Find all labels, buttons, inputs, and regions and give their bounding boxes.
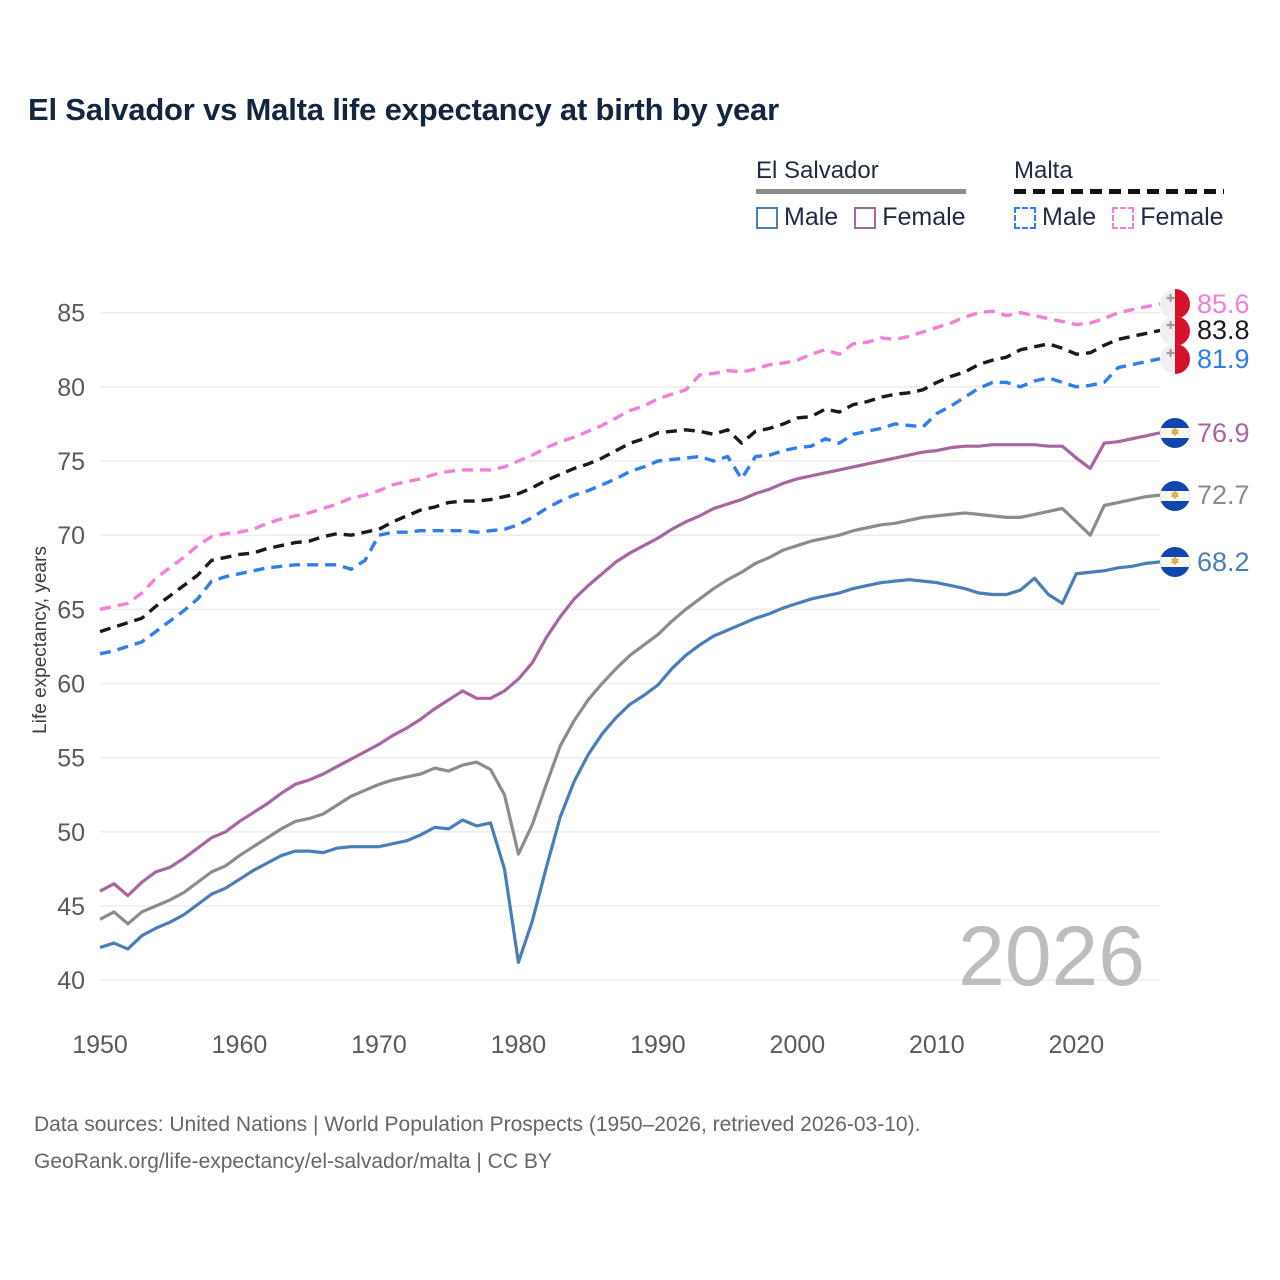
malta-cross-icon: ✚ xyxy=(1166,319,1176,332)
legend-swatch-icon xyxy=(1112,206,1135,229)
malta-cross-icon: ✚ xyxy=(1166,348,1176,361)
series-line-malta-female xyxy=(99,302,1161,611)
y-axis-tick-label: 65 xyxy=(57,596,85,624)
gridlines xyxy=(100,311,1160,981)
legend-group-malta: Malta Male Female xyxy=(1014,158,1224,232)
series-end-value: 85.6 xyxy=(1197,288,1250,319)
footer-line-attribution[interactable]: GeoRank.org/life-expectancy/el-salvador/… xyxy=(34,1150,552,1173)
series-end-value: 83.8 xyxy=(1197,315,1250,346)
y-axis-tick-label: 85 xyxy=(57,300,85,328)
malta-flag-icon: ✚ xyxy=(1160,315,1190,346)
el-salvador-emblem-icon: ✽ xyxy=(1170,556,1180,568)
year-watermark: 2026 xyxy=(958,909,1145,1003)
series-end-value: 81.9 xyxy=(1197,343,1250,374)
legend-group-el-salvador: El Salvador Male Female xyxy=(756,158,966,232)
y-axis-label: Life expectancy, years xyxy=(30,546,51,734)
y-axis-tick-label: 80 xyxy=(57,374,85,402)
y-axis-tick-label: 55 xyxy=(57,745,85,773)
series-line-el-salvador-female xyxy=(99,431,1161,898)
series-end-value: 68.2 xyxy=(1197,546,1250,577)
el-salvador-emblem-icon: ✽ xyxy=(1170,427,1180,439)
series-end-value: 72.7 xyxy=(1197,480,1250,511)
y-axis-tick-label: 50 xyxy=(57,819,85,847)
malta-flag-icon: ✚ xyxy=(1160,344,1190,375)
legend-swatch-icon xyxy=(1014,206,1036,229)
series-end-labels: ✚ 85.6 ✚ 83.8 ✚ 81.9 ✽ 76.9 ✽ 72.7 ✽ 68.2 xyxy=(1160,0,1280,1280)
y-axis-tick-label: 40 xyxy=(57,967,85,995)
series-line-malta-total xyxy=(99,328,1161,634)
el-salvador-emblem-icon: ✽ xyxy=(1170,490,1180,502)
y-axis-tick-label: 75 xyxy=(57,448,85,476)
y-axis-tick-label: 70 xyxy=(57,522,85,550)
el-salvador-flag-icon: ✽ xyxy=(1160,547,1190,578)
legend-item-el-salvador-male[interactable]: Male xyxy=(756,203,838,232)
series-end-label: ✽ 68.2 xyxy=(1160,547,1250,578)
malta-cross-icon: ✚ xyxy=(1166,293,1176,306)
page-title: El Salvador vs Malta life expectancy at … xyxy=(28,92,779,127)
chart-legend: El Salvador Male Female Malta Male xyxy=(756,158,1256,238)
legend-item-label: Male xyxy=(1042,203,1097,231)
x-axis-tick-label: 1960 xyxy=(212,1031,268,1059)
series-end-label: ✚ 85.6 xyxy=(1160,289,1250,320)
el-salvador-flag-icon: ✽ xyxy=(1160,480,1190,511)
x-axis-tick-label: 2000 xyxy=(770,1031,826,1059)
legend-item-el-salvador-female[interactable]: Female xyxy=(854,203,966,232)
legend-group-rule-solid xyxy=(756,189,966,194)
series-line-el-salvador-total xyxy=(99,493,1161,926)
y-axis-ticks: 40 45 50 55 60 65 70 75 80 85 xyxy=(57,300,85,996)
legend-item-label: Male xyxy=(784,203,839,231)
el-salvador-flag-icon: ✽ xyxy=(1160,418,1190,449)
series-end-label: ✽ 72.7 xyxy=(1160,480,1250,511)
legend-item-label: Female xyxy=(1140,203,1224,231)
x-axis-ticks: 1950 1960 1970 1980 1990 2000 2010 2020 xyxy=(72,1031,1104,1059)
series-end-label: ✚ 83.8 xyxy=(1160,315,1250,346)
y-axis-tick-label: 60 xyxy=(57,671,85,699)
malta-flag-icon: ✚ xyxy=(1160,289,1190,320)
series-line-malta-male xyxy=(99,356,1161,656)
legend-group-title: El Salvador xyxy=(756,157,879,184)
series-lines xyxy=(99,302,1161,964)
legend-swatch-icon xyxy=(854,206,877,229)
x-axis-tick-label: 2010 xyxy=(909,1031,965,1059)
footer-line-sources: Data sources: United Nations | World Pop… xyxy=(34,1113,921,1136)
x-axis-tick-label: 1970 xyxy=(351,1031,407,1059)
legend-item-malta-male[interactable]: Male xyxy=(1014,203,1096,232)
x-axis-tick-label: 1990 xyxy=(630,1031,686,1059)
series-end-label: ✚ 81.9 xyxy=(1160,344,1250,375)
legend-group-rule-dashed xyxy=(1014,189,1224,194)
x-axis-tick-label: 1950 xyxy=(72,1031,128,1059)
legend-item-label: Female xyxy=(882,203,966,231)
x-axis-tick-label: 1980 xyxy=(491,1031,547,1059)
series-end-label: ✽ 76.9 xyxy=(1160,418,1250,449)
legend-swatch-icon xyxy=(756,206,778,229)
y-axis-tick-label: 45 xyxy=(57,893,85,921)
series-line-el-salvador-male xyxy=(99,560,1161,964)
series-end-value: 76.9 xyxy=(1197,417,1250,448)
legend-group-title: Malta xyxy=(1014,157,1073,184)
footer: Data sources: United Nations | World Pop… xyxy=(34,1106,1244,1180)
x-axis-tick-label: 2020 xyxy=(1049,1031,1105,1059)
legend-item-malta-female[interactable]: Female xyxy=(1112,203,1224,232)
